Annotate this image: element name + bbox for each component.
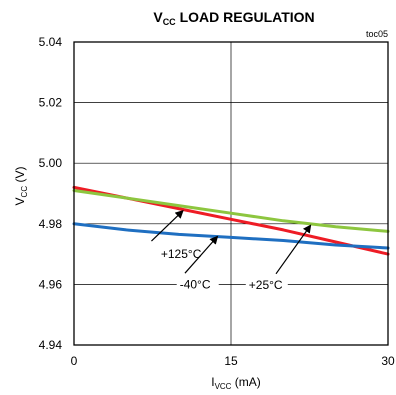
- chart-title-main: V: [153, 9, 163, 25]
- annotation-arrow-0: [151, 209, 184, 242]
- annotation-mask-1: [176, 276, 219, 293]
- grid-lines: [73, 41, 389, 346]
- series-line-1: [72, 222, 390, 250]
- annotation-mask-2: [245, 276, 288, 293]
- y-tick-label-1: 4.96: [39, 277, 63, 291]
- x-axis-label-main: I: [211, 375, 214, 389]
- chart-title: VCC LOAD REGULATION: [153, 9, 314, 27]
- y-axis-label-sub: CC: [20, 186, 29, 198]
- x-axis-label: IVCC (mA): [211, 375, 261, 391]
- annotation-label-0: +125°C: [161, 247, 202, 261]
- y-axis-label-main: V: [13, 197, 27, 205]
- series-line-2: [72, 189, 390, 233]
- y-tick-labels: 4.94 4.96 4.98 5.00 5.02 5.04: [39, 35, 63, 352]
- annotation-label-2: +25°C: [249, 278, 283, 292]
- x-axis-label-rest: (mA): [231, 375, 260, 389]
- y-axis-label: VCC (V): [13, 167, 29, 206]
- y-tick-label-5: 5.04: [39, 35, 63, 49]
- chart-title-rest: LOAD REGULATION: [176, 9, 315, 25]
- x-axis-label-sub: VCC: [215, 382, 232, 391]
- chart-tag: toc05: [366, 29, 388, 39]
- x-tick-label-2: 30: [381, 354, 395, 368]
- label-masks: [157, 246, 288, 293]
- annotation-arrow-2: [275, 224, 312, 275]
- annotation-mask-0: [157, 246, 208, 263]
- x-tick-label-0: 0: [71, 354, 78, 368]
- annotation-arrow-1: [184, 235, 219, 274]
- y-tick-label-0: 4.94: [39, 338, 63, 352]
- y-tick-label-4: 5.02: [39, 96, 63, 110]
- plot-frame: [73, 41, 389, 346]
- y-tick-label-2: 4.98: [39, 217, 63, 231]
- annotation-label-1: -40°C: [180, 277, 211, 291]
- x-tick-label-1: 15: [224, 354, 238, 368]
- y-tick-label-3: 5.00: [39, 156, 63, 170]
- series-lines: [72, 185, 390, 256]
- annotations: +125°C -40°C +25°C: [151, 209, 312, 292]
- y-axis-label-rest: (V): [13, 167, 27, 186]
- x-tick-labels: 0 15 30: [71, 354, 395, 368]
- chart-title-sub: CC: [163, 17, 176, 27]
